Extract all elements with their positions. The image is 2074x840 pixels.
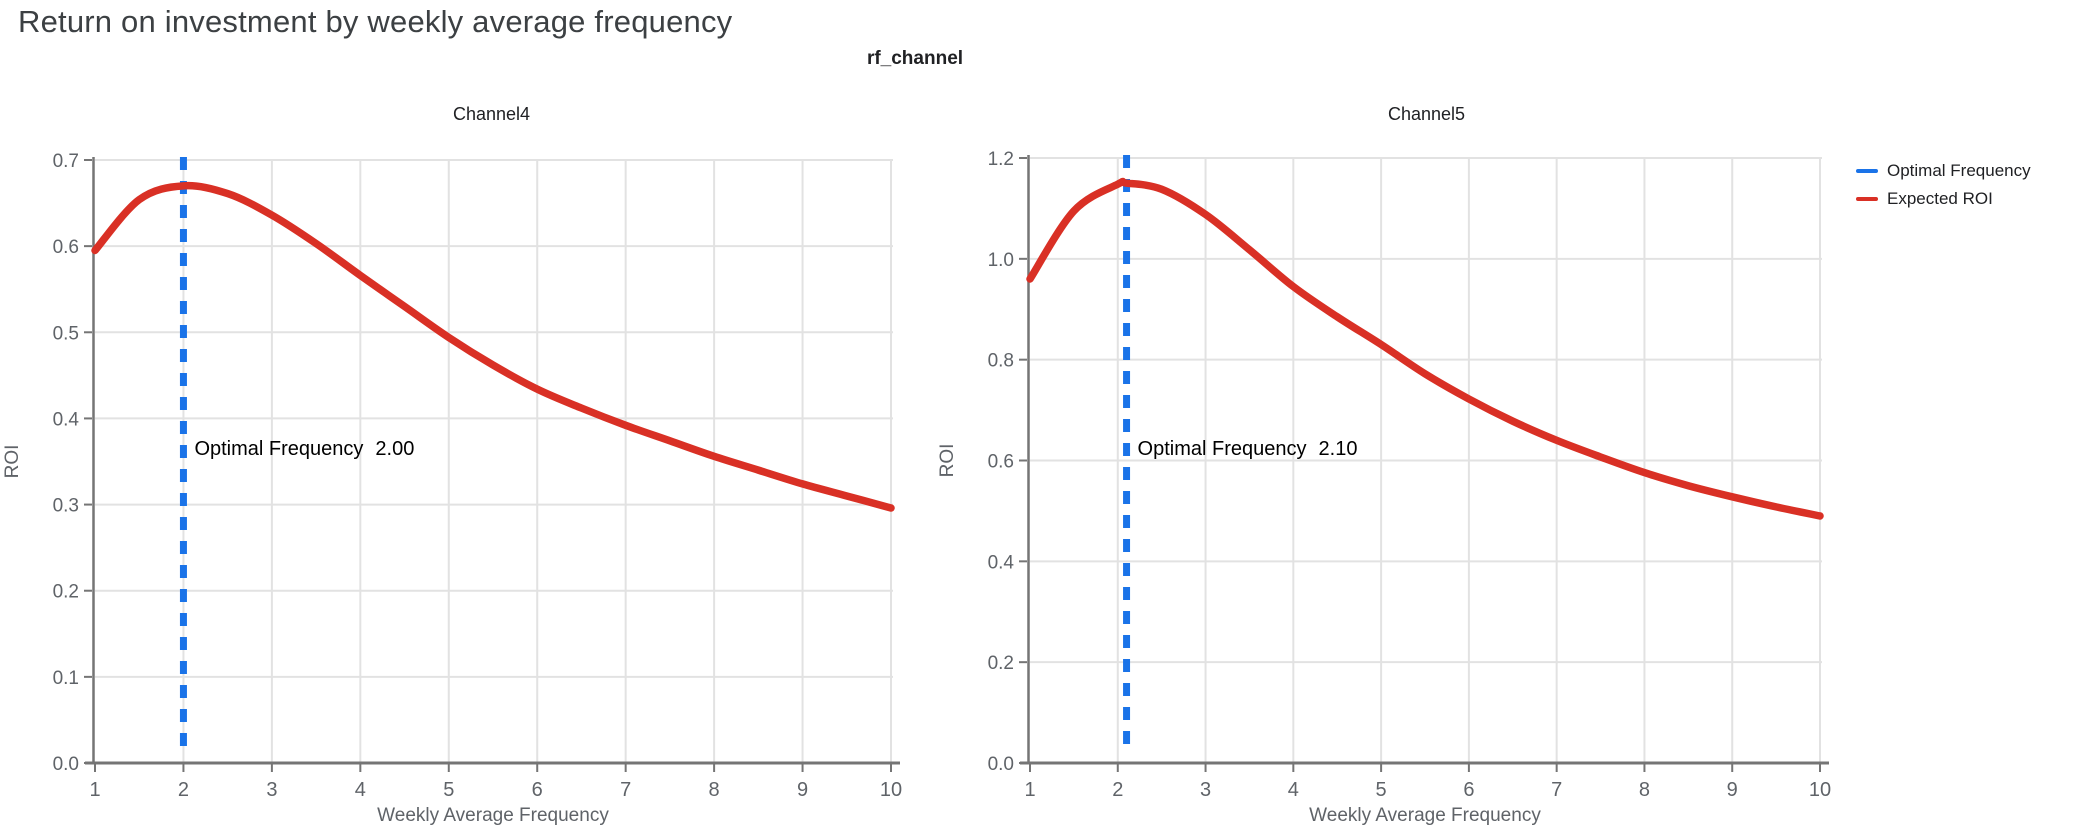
y-tick-label: 0.5: [53, 323, 79, 344]
x-tick-label: 5: [1376, 779, 1387, 801]
y-tick-label: 1.0: [988, 250, 1014, 271]
y-tick-label: 0.0: [988, 754, 1014, 775]
x-tick-label: 8: [709, 779, 720, 801]
page-title: Return on investment by weekly average f…: [18, 4, 733, 39]
y-tick-label: 0.2: [988, 653, 1014, 674]
legend: Optimal Frequency Expected ROI: [1856, 157, 2031, 213]
facet-group-title: rf_channel: [866, 48, 964, 69]
y-tick-label: 1.2: [988, 149, 1014, 170]
legend-item-optimal-frequency: Optimal Frequency: [1856, 157, 2031, 185]
x-tick-label: 4: [355, 779, 366, 801]
y-tick-label: 0.7: [53, 151, 79, 172]
x-tick-label: 6: [532, 779, 543, 801]
x-tick-label: 8: [1639, 779, 1650, 801]
optimal-frequency-annotation: Optimal Frequency 2.10: [1138, 438, 1358, 460]
x-tick-label: 2: [178, 779, 189, 801]
x-tick-label: 3: [266, 779, 277, 801]
optimal-frequency-line-icon: [1856, 169, 1878, 173]
legend-label: Optimal Frequency: [1887, 161, 2031, 180]
chart-channel5-title: Channel5: [1387, 104, 1466, 124]
y-tick-label: 0.1: [53, 668, 79, 689]
expected-roi-line-icon: [1856, 197, 1878, 201]
y-axis-label: ROI: [2, 445, 23, 479]
y-axis-label: ROI: [937, 444, 958, 478]
expected-roi-curve: [1026, 177, 1824, 520]
x-tick-label: 3: [1200, 779, 1211, 801]
chart-channel5: Channel5 0.0 0.2 0.4 0.6 0.8 1.0 1.2 1 2 3 4 5 6 7 8 9 1…: [935, 95, 1895, 840]
legend-label: Expected ROI: [1887, 189, 1993, 208]
chart-channel4: Channel4 0.0 0.1 0.2 0.3 0.4 0.5 0.6 0.7 1 2 3 4 5 6 7…: [0, 95, 960, 840]
y-tick-label: 0.0: [53, 754, 79, 775]
chart-channel5-canvas: 0.0 0.2 0.4 0.6 0.8 1.0 1.2 1 2 3 4 5 6 7 8 9 10 Weekly A…: [937, 149, 1831, 826]
y-tick-label: 0.4: [988, 552, 1015, 573]
y-tick-label: 0.4: [53, 409, 80, 430]
y-tick-label: 0.8: [988, 351, 1014, 372]
x-tick-label: 6: [1463, 779, 1474, 801]
x-tick-label: 7: [620, 779, 631, 801]
y-tick-label: 0.6: [988, 452, 1014, 473]
legend-item-expected-roi: Expected ROI: [1856, 185, 2031, 213]
x-tick-label: 1: [1024, 779, 1035, 801]
expected-roi-curve: [91, 181, 895, 512]
x-tick-label: 9: [1727, 779, 1738, 801]
x-axis-label: Weekly Average Frequency: [377, 805, 609, 826]
x-axis-label: Weekly Average Frequency: [1309, 805, 1541, 826]
x-tick-label: 5: [443, 779, 454, 801]
x-tick-label: 9: [797, 779, 808, 801]
x-tick-label: 10: [880, 779, 902, 801]
x-tick-label: 1: [89, 779, 100, 801]
chart-channel4-canvas: 0.0 0.1 0.2 0.3 0.4 0.5 0.6 0.7 1 2 3 4 5 6 7 8 9 10 Weekl…: [2, 151, 902, 826]
y-tick-label: 0.3: [53, 496, 79, 517]
y-tick-label: 0.6: [53, 237, 79, 258]
x-tick-label: 10: [1809, 779, 1831, 801]
x-tick-label: 4: [1288, 779, 1299, 801]
x-tick-label: 7: [1551, 779, 1562, 801]
optimal-frequency-annotation: Optimal Frequency 2.00: [194, 438, 414, 460]
y-tick-label: 0.2: [53, 582, 79, 603]
x-tick-label: 2: [1112, 779, 1123, 801]
chart-channel4-title: Channel4: [452, 104, 531, 124]
